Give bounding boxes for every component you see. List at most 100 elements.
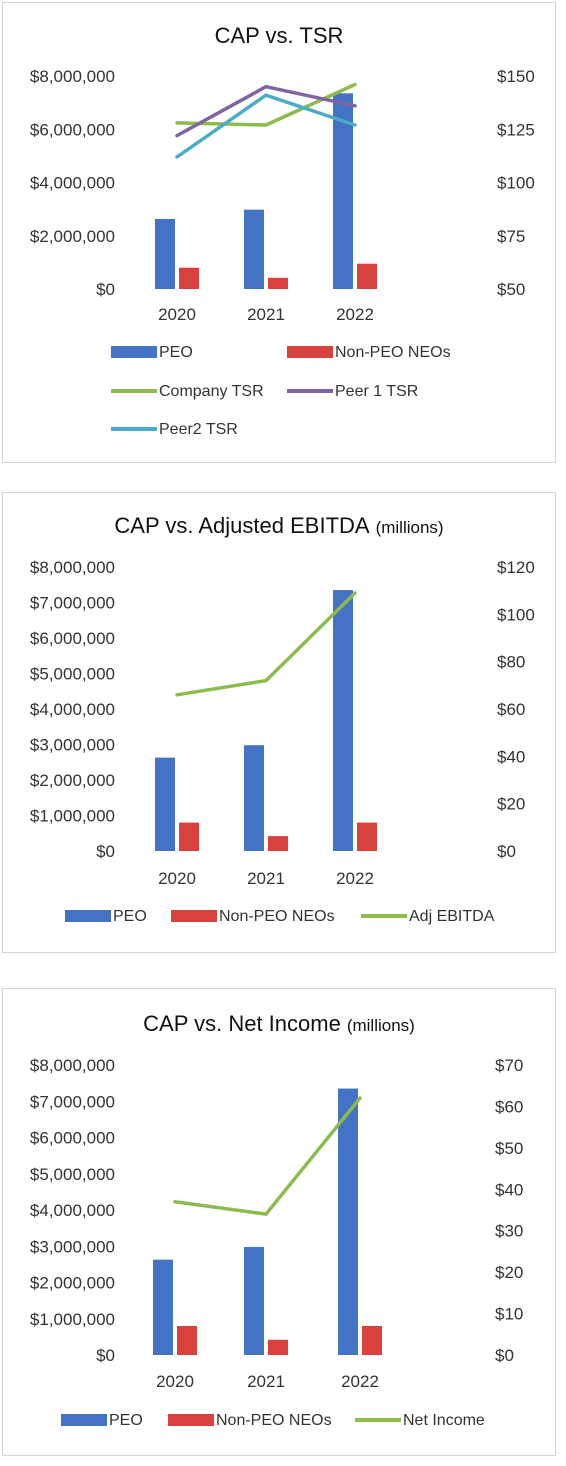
legend-swatch-non-peo-neos <box>168 1414 214 1426</box>
bar-non-peo-neos-2021 <box>268 277 288 289</box>
y-left-tick-label: $2,000,000 <box>30 227 115 246</box>
legend-item-company-tsr: Company TSR <box>111 383 264 400</box>
y-right-tick-label: $40 <box>495 1180 523 1199</box>
legend-label-adj-ebitda: Adj EBITDA <box>409 908 495 925</box>
legend-label-peo: PEO <box>109 1412 143 1429</box>
chart-title: CAP vs. Net Income (millions) <box>143 1011 415 1036</box>
bar-peo-2020 <box>153 1259 173 1355</box>
legend-label-non-peo-neos: Non-PEO NEOs <box>219 908 335 925</box>
y-right-tick-label: $10 <box>495 1305 523 1324</box>
legend-item-peo: PEO <box>61 1412 143 1429</box>
legend-label-non-peo-neos: Non-PEO NEOs <box>335 344 451 361</box>
line-peer-1-tsr <box>175 84 357 138</box>
y-right-tick-label: $125 <box>497 120 535 139</box>
chart-panel-cap-vs-adjusted-ebitda: CAP vs. Adjusted EBITDA (millions) $0 $1,00… <box>2 492 556 953</box>
legend-label-peer2-tsr: Peer2 TSR <box>159 421 238 438</box>
y-right-tick-label: $30 <box>495 1222 523 1241</box>
bar-peo-2021 <box>244 1246 264 1355</box>
chart-title: CAP vs. Adjusted EBITDA (millions) <box>114 513 443 538</box>
y-right-tick-label: $80 <box>497 653 525 672</box>
y-right-tick-label: $150 <box>497 67 535 86</box>
x-tick-label-2020: 2020 <box>158 869 196 888</box>
chart-panel-cap-vs-tsr: CAP vs. TSR $0 $2,000,000 $4,000,000 $6,000,… <box>2 2 556 463</box>
legend-label-company-tsr: Company TSR <box>159 383 264 400</box>
bar-non-peo-neos-2021 <box>268 1339 288 1355</box>
bar-non-peo-neos-2020 <box>179 822 199 851</box>
legend-swatch-peo <box>65 910 111 922</box>
legend-item-peo: PEO <box>111 344 193 361</box>
bar-peo-2021 <box>244 209 264 289</box>
legend-swatch-non-peo-neos <box>287 346 333 358</box>
y-right-tick-label: $50 <box>495 1139 523 1158</box>
y-right-tick-label: $120 <box>497 558 535 577</box>
legend-item-non-peo-neos: Non-PEO NEOs <box>171 908 335 925</box>
y-left-tick-label: $6,000,000 <box>30 1129 115 1148</box>
bar-non-peo-neos-2022 <box>357 822 377 851</box>
bar-non-peo-neos-2021 <box>268 836 288 851</box>
bar-peo-2022 <box>333 93 353 290</box>
y-right-tick-label: $20 <box>497 795 525 814</box>
x-tick-label-2022: 2022 <box>336 305 374 324</box>
y-left-tick-label: $3,000,000 <box>30 736 115 755</box>
chart-title: CAP vs. TSR <box>215 23 344 48</box>
y-left-tick-label: $2,000,000 <box>30 771 115 790</box>
line-adj-ebitda <box>175 591 357 697</box>
y-right-tick-label: $60 <box>495 1097 523 1116</box>
x-tick-label-2020: 2020 <box>158 305 196 324</box>
bar-non-peo-neos-2022 <box>357 263 377 289</box>
bar-peo-2020 <box>155 757 175 851</box>
bar-non-peo-neos-2020 <box>179 267 199 289</box>
y-right-tick-label: $60 <box>497 700 525 719</box>
chart-cap-vs-adjusted-ebitda: CAP vs. Adjusted EBITDA (millions) $0 $1,00… <box>30 513 535 925</box>
y-left-tick-label: $4,000,000 <box>30 700 115 719</box>
legend-item-peo: PEO <box>65 908 147 925</box>
y-left-tick-label: $0 <box>96 842 115 861</box>
legend-label-peer-1-tsr: Peer 1 TSR <box>335 383 418 400</box>
chart-panel-cap-vs-net-income: CAP vs. Net Income (millions) $0 $1,000,000… <box>2 988 556 1456</box>
y-right-tick-label: $0 <box>497 842 516 861</box>
y-left-tick-label: $1,000,000 <box>30 807 115 826</box>
bar-peo-2022 <box>338 1088 358 1355</box>
bar-non-peo-neos-2022 <box>362 1326 382 1355</box>
legend-label-peo: PEO <box>159 344 193 361</box>
legend-item-non-peo-neos: Non-PEO NEOs <box>168 1412 332 1429</box>
y-right-tick-label: $50 <box>497 280 525 299</box>
legend-item-net-income: Net Income <box>355 1412 485 1429</box>
y-left-tick-label: $7,000,000 <box>30 594 115 613</box>
x-tick-label-2021: 2021 <box>247 305 285 324</box>
y-left-tick-label: $4,000,000 <box>30 174 115 193</box>
bar-peo-2022 <box>333 590 353 851</box>
legend-item-peer2-tsr: Peer2 TSR <box>111 421 238 438</box>
x-tick-label-2022: 2022 <box>341 1372 379 1391</box>
y-left-tick-label: $1,000,000 <box>30 1310 115 1329</box>
legend-item-non-peo-neos: Non-PEO NEOs <box>287 344 451 361</box>
legend-item-adj-ebitda: Adj EBITDA <box>361 908 495 925</box>
legend-swatch-non-peo-neos <box>171 910 217 922</box>
y-right-tick-label: $20 <box>495 1263 523 1282</box>
y-left-tick-label: $0 <box>96 280 115 299</box>
x-tick-label-2020: 2020 <box>156 1372 194 1391</box>
line-peer2-tsr <box>175 93 357 159</box>
bar-non-peo-neos-2020 <box>177 1326 197 1355</box>
y-right-tick-label: $75 <box>497 227 525 246</box>
legend-swatch-peo <box>61 1414 107 1426</box>
bar-peo-2021 <box>244 745 264 851</box>
chart-cap-vs-tsr: CAP vs. TSR $0 $2,000,000 $4,000,000 $6,000,… <box>30 23 535 438</box>
y-right-tick-label: $70 <box>495 1056 523 1075</box>
line-company-tsr <box>175 82 357 127</box>
y-left-tick-label: $0 <box>96 1346 115 1365</box>
y-left-tick-label: $6,000,000 <box>30 629 115 648</box>
y-left-tick-label: $8,000,000 <box>30 67 115 86</box>
y-right-tick-label: $100 <box>497 605 535 624</box>
y-left-tick-label: $8,000,000 <box>30 558 115 577</box>
y-left-tick-label: $3,000,000 <box>30 1237 115 1256</box>
x-tick-label-2021: 2021 <box>247 1372 285 1391</box>
y-left-tick-label: $2,000,000 <box>30 1274 115 1293</box>
legend-item-peer-1-tsr: Peer 1 TSR <box>287 383 418 400</box>
y-left-tick-label: $5,000,000 <box>30 665 115 684</box>
y-left-tick-label: $5,000,000 <box>30 1165 115 1184</box>
y-right-tick-label: $40 <box>497 747 525 766</box>
y-left-tick-label: $6,000,000 <box>30 120 115 139</box>
line-net-income <box>173 1096 362 1216</box>
chart-title-suffix: (millions) <box>376 518 444 537</box>
